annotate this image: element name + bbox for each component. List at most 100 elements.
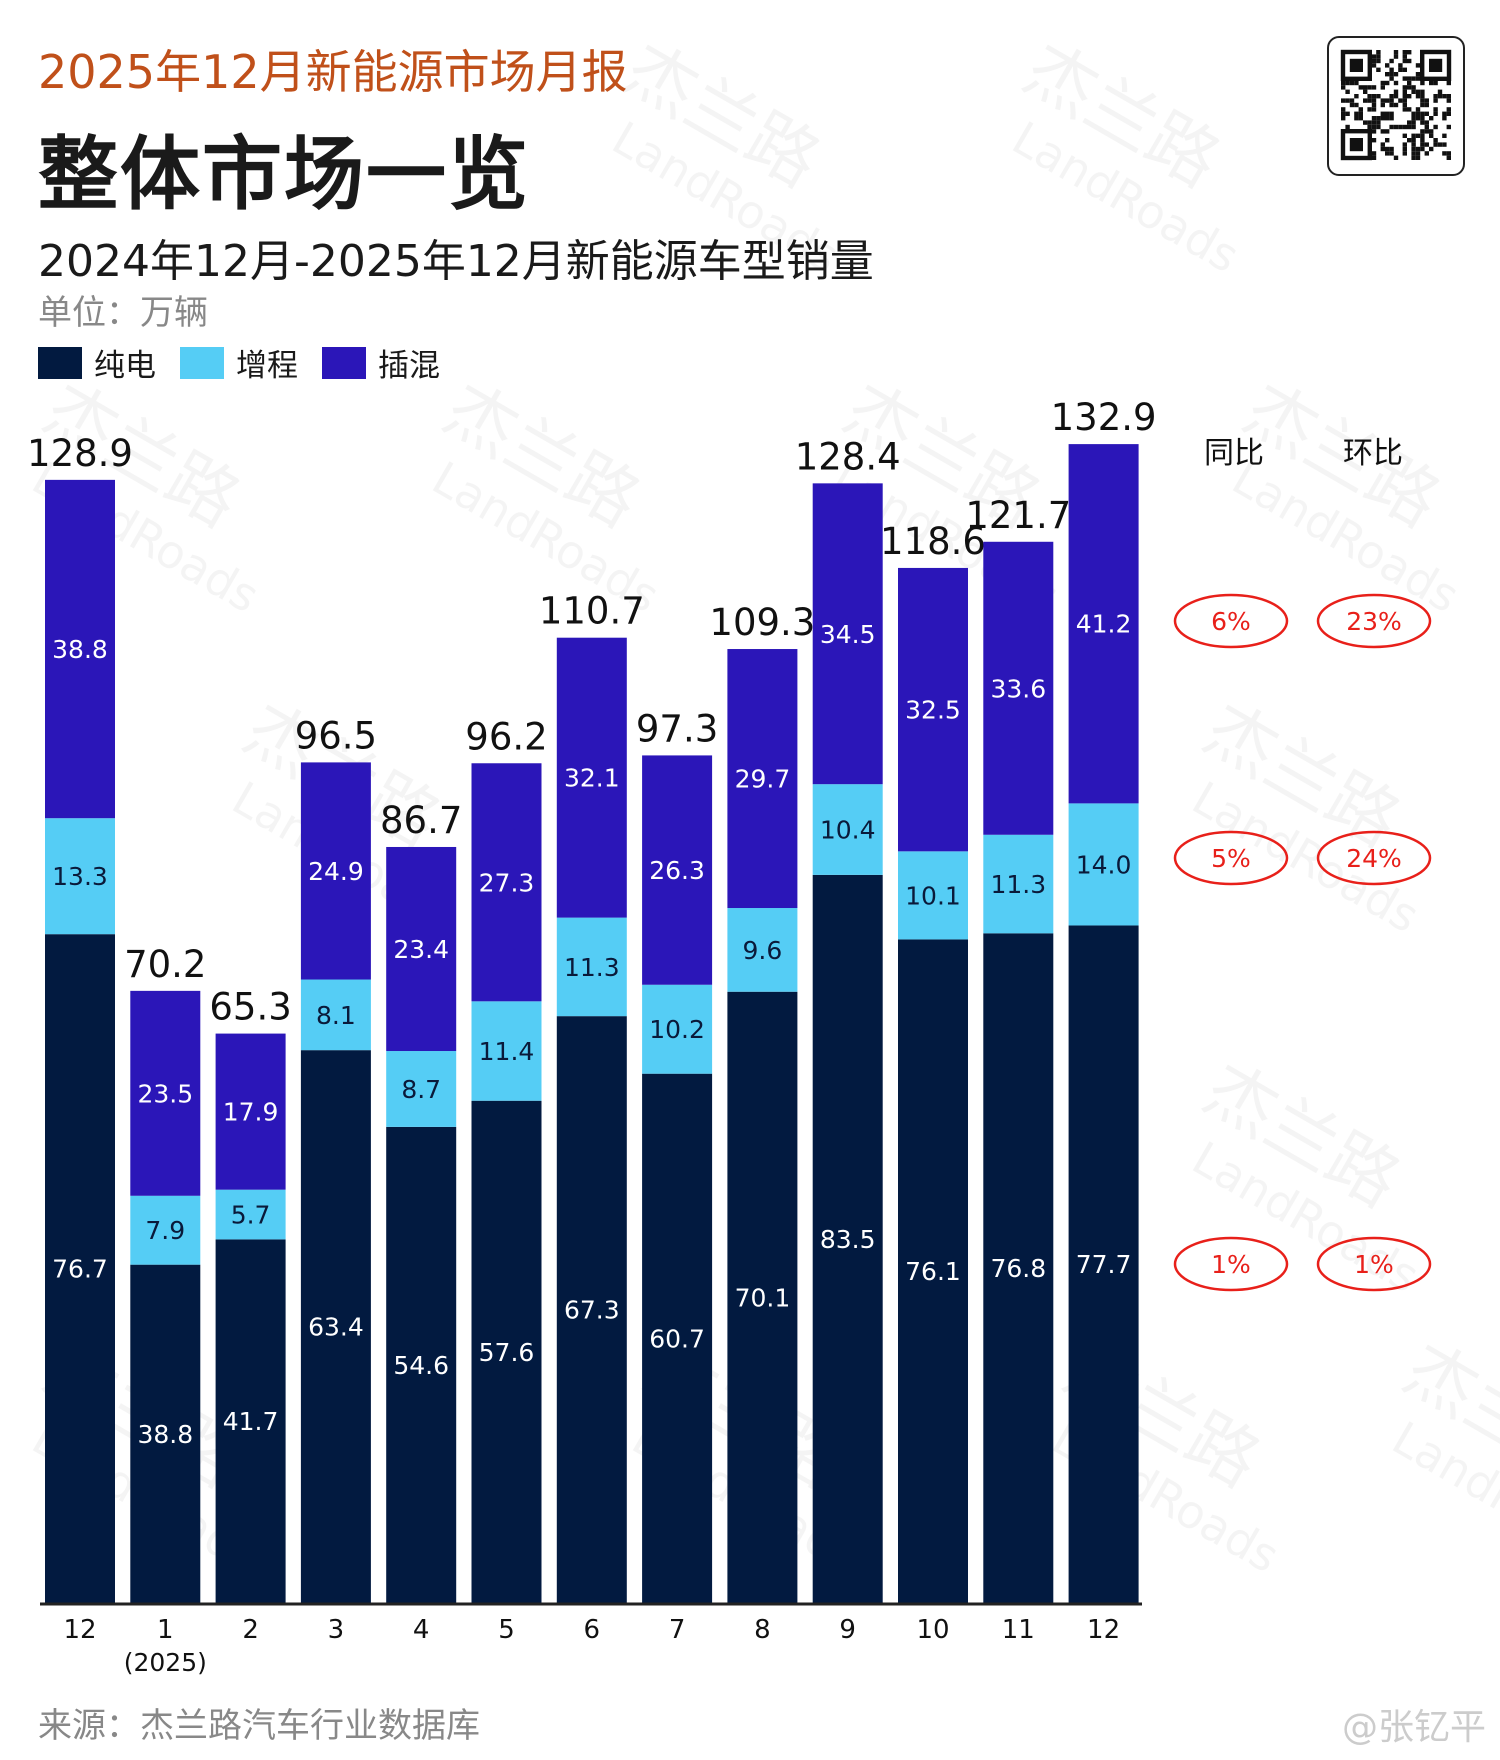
bar-column: 67.3 11.3 32.1 110.7 6 <box>539 590 645 1645</box>
source-note: 来源：杰兰路汽车行业数据库 <box>38 1706 480 1746</box>
segment-label: 23.5 <box>137 1079 193 1108</box>
bar-column: 41.7 5.7 17.9 65.3 2 <box>209 986 291 1645</box>
bar-segment-phev <box>898 567 968 852</box>
bar-segment-bev <box>215 1239 286 1603</box>
bar-segment-erev <box>556 917 627 1017</box>
bar-column: 38.8 7.9 23.5 70.2 1 (2025) <box>124 943 207 1677</box>
bar-segment-erev <box>471 1001 542 1101</box>
legend-swatch <box>38 346 82 379</box>
x-tick-label: 4 <box>413 1615 430 1645</box>
bar-segment-bev <box>45 934 115 1603</box>
bar-segment-bev <box>300 1050 371 1603</box>
bar-segment-phev <box>812 483 883 785</box>
bar-segment-erev <box>130 1195 201 1265</box>
segment-label: 76.8 <box>990 1254 1046 1283</box>
x-tick-label: 6 <box>584 1615 601 1645</box>
segment-label: 60.7 <box>649 1324 705 1353</box>
unit-label: 单位：万辆 <box>38 293 208 333</box>
legend-label: 纯电 <box>94 348 156 384</box>
bar-segment-bev <box>642 1073 713 1603</box>
segment-label: 24.9 <box>308 857 364 886</box>
x-tick-label: 7 <box>669 1615 686 1645</box>
mom-header: 环比 <box>1343 436 1403 471</box>
mom-circle <box>1316 593 1432 649</box>
yoy-value: 6% <box>1211 607 1251 636</box>
total-label: 70.2 <box>124 943 206 986</box>
bar-column: 70.1 9.6 29.7 109.3 8 <box>709 601 815 1645</box>
total-label: 110.7 <box>539 590 645 633</box>
bar-column: 57.6 11.4 27.3 96.2 5 <box>465 715 547 1645</box>
legend-label: 增程 <box>236 348 298 384</box>
bar-segment-phev <box>642 755 713 985</box>
x-tick-label: 3 <box>328 1615 345 1645</box>
mom-value: 1% <box>1354 1250 1394 1279</box>
chart-title: 2024年12月-2025年12月新能源车型销量 <box>38 236 874 287</box>
total-label: 128.9 <box>27 432 133 475</box>
x-tick-label: 5 <box>498 1615 515 1645</box>
legend-swatch <box>322 346 366 379</box>
segment-label: 38.8 <box>137 1420 193 1449</box>
report-title: 2025年12月新能源市场月报 <box>38 45 628 99</box>
bar-segment-erev <box>812 784 883 875</box>
total-label: 109.3 <box>709 601 815 644</box>
bar-segment-bev <box>386 1126 457 1603</box>
legend: 纯电 增程 插混 <box>38 340 464 385</box>
bar-segment-phev <box>45 479 115 819</box>
bar-column: 54.6 8.7 23.4 86.7 4 <box>380 799 462 1645</box>
bar-segment-bev <box>1068 925 1139 1603</box>
bar-segment-phev <box>556 637 627 918</box>
page-title: 整体市场一览 <box>38 128 530 221</box>
bar-segment-bev <box>471 1100 542 1603</box>
weibo-handle: @张钇平 <box>1341 1707 1486 1748</box>
bar-segment-phev <box>1068 444 1139 804</box>
bar-segment-phev <box>471 763 542 1002</box>
bar-segment-erev <box>1068 803 1139 926</box>
bar-segment-erev <box>45 818 115 935</box>
segment-label: 38.8 <box>52 635 108 664</box>
bar-column: 83.5 10.4 34.5 128.4 9 <box>795 435 901 1645</box>
bar-segment-bev <box>727 991 798 1603</box>
bar-segment-erev <box>727 908 798 992</box>
yoy-header: 同比 <box>1204 436 1264 471</box>
bar-segment-phev <box>300 762 371 980</box>
total-label: 65.3 <box>209 986 291 1029</box>
segment-label: 5.7 <box>231 1201 271 1230</box>
x-tick-label: 11 <box>1002 1615 1035 1645</box>
segment-label: 83.5 <box>820 1225 876 1254</box>
mom-circle <box>1316 830 1432 886</box>
bar-column: 76.8 11.3 33.6 121.7 11 <box>965 494 1071 1645</box>
x-tick-label: 12 <box>63 1615 96 1645</box>
legend-swatch <box>180 346 224 379</box>
bar-segment-phev <box>983 541 1054 835</box>
legend-item-erev: 增程 <box>180 340 298 385</box>
bar-segment-phev <box>130 990 201 1196</box>
bar-segment-erev <box>642 984 713 1074</box>
legend-item-bev: 纯电 <box>38 340 156 385</box>
segment-label: 77.7 <box>1076 1250 1132 1279</box>
segment-label: 27.3 <box>479 868 535 897</box>
total-label: 132.9 <box>1051 396 1157 439</box>
qr-code <box>1327 36 1465 176</box>
bar-segment-erev <box>300 979 371 1051</box>
segment-label: 63.4 <box>308 1313 364 1342</box>
segment-label: 76.7 <box>52 1255 108 1284</box>
bar-segment-bev <box>983 933 1054 1603</box>
x-tick-label: 12 <box>1087 1615 1120 1645</box>
yoy-circle <box>1173 1236 1289 1292</box>
bar-segment-bev <box>812 874 883 1603</box>
total-label: 96.2 <box>465 715 547 758</box>
bar-column: 60.7 10.2 26.3 97.3 7 <box>636 707 718 1645</box>
segment-label: 8.1 <box>316 1001 356 1030</box>
bar-segment-phev <box>727 649 798 909</box>
bar-column: 76.7 13.3 38.8 128.9 12 <box>27 432 133 1645</box>
legend-label: 插混 <box>378 348 440 384</box>
segment-label: 26.3 <box>649 856 705 885</box>
legend-item-phev: 插混 <box>322 340 440 385</box>
segment-label: 34.5 <box>820 620 876 649</box>
segment-label: 17.9 <box>223 1098 279 1127</box>
segment-label: 54.6 <box>393 1351 449 1380</box>
segment-label: 32.5 <box>905 696 961 725</box>
segment-label: 76.1 <box>905 1257 961 1286</box>
segment-label: 11.4 <box>479 1037 535 1066</box>
bar-column: 77.7 14.0 41.2 132.9 12 <box>1051 396 1157 1645</box>
